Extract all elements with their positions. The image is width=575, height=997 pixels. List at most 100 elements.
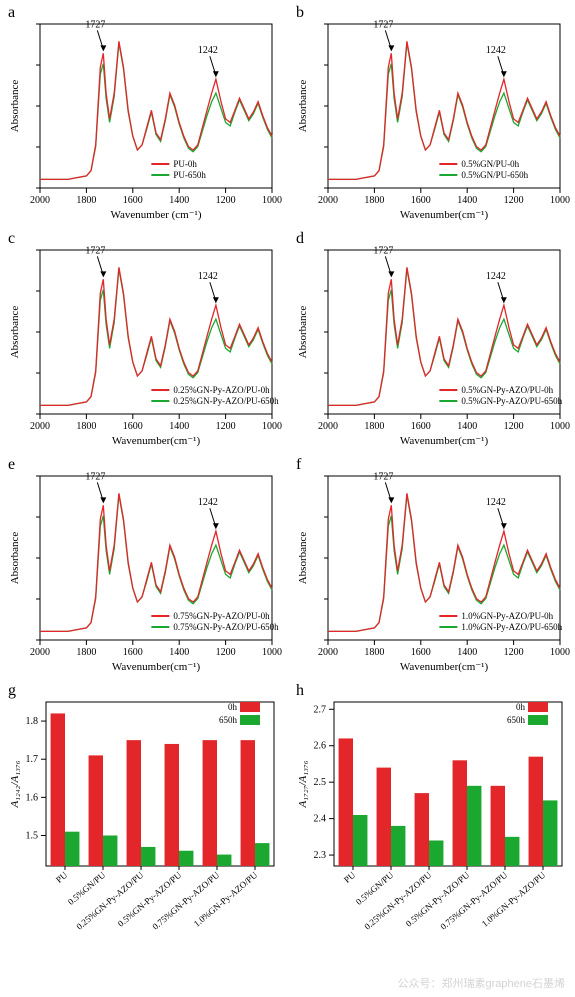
svg-text:1.5: 1.5 [26, 830, 39, 841]
svg-text:1.6: 1.6 [26, 792, 39, 803]
annotation-label: 1727 [373, 471, 393, 482]
panel-label: f [296, 456, 301, 474]
spectrum-svg: 200018001600140012001000Wavenumber(cm⁻¹)… [294, 456, 570, 676]
legend-item: 650h [219, 715, 238, 725]
svg-text:1.7: 1.7 [26, 754, 39, 765]
spectrum-svg: 200018001600140012001000Wavenumber(cm⁻¹)… [294, 230, 570, 450]
legend-item: 0.5%GN-Py-AZO/PU-0h [461, 385, 553, 395]
legend-item: 1.0%GN-Py-AZO/PU-650h [461, 622, 562, 632]
panel-label: e [8, 456, 15, 474]
spectrum-svg: 200018001600140012001000Wavenumber (cm⁻¹… [6, 4, 282, 224]
y-axis-label: Absorbance [297, 532, 309, 585]
category-label: 0.75%GN-Py-AZO/PU [438, 870, 509, 932]
y-axis-label: A₁₂₄₂/A₁₃₇₆ [9, 760, 21, 808]
spectrum-panel-a: a200018001600140012001000Wavenumber (cm⁻… [0, 0, 288, 226]
annotation-label: 1727 [373, 245, 393, 256]
y-axis-label: Absorbance [297, 80, 309, 133]
svg-text:1400: 1400 [457, 421, 477, 432]
legend-item: PU-650h [173, 170, 206, 180]
svg-text:1000: 1000 [262, 647, 282, 658]
legend-item: 0.5%GN/PU-650h [461, 170, 528, 180]
svg-text:1200: 1200 [504, 647, 524, 658]
svg-text:2000: 2000 [30, 647, 50, 658]
spectrum-svg: 200018001600140012001000Wavenumber(cm⁻¹)… [6, 230, 282, 450]
svg-text:1000: 1000 [550, 421, 570, 432]
legend-item: 0.75%GN-Py-AZO/PU-650h [173, 622, 279, 632]
panel-label: c [8, 230, 15, 248]
panel-label: g [8, 682, 16, 700]
svg-text:1600: 1600 [411, 647, 431, 658]
svg-text:1200: 1200 [216, 647, 236, 658]
x-axis-label: Wavenumber(cm⁻¹) [112, 661, 201, 673]
category-label: 0.5%GN-Py-AZO/PU [116, 870, 184, 929]
svg-text:2000: 2000 [318, 421, 338, 432]
bar-svg: 2.32.42.52.62.7A₁₇₂₇/A₁₃₇₆PU0.5%GN/PU0.2… [294, 682, 570, 950]
bar-0h [491, 786, 505, 866]
annotation-label: 1242 [198, 45, 218, 56]
legend-item: 0.25%GN-Py-AZO/PU-0h [173, 385, 270, 395]
bar-650h [179, 851, 193, 866]
x-axis-label: Wavenumber(cm⁻¹) [400, 435, 489, 447]
bar-0h [415, 793, 429, 866]
panel-label: d [296, 230, 304, 248]
bar-0h [241, 740, 255, 866]
svg-text:2.4: 2.4 [314, 814, 327, 825]
svg-text:2000: 2000 [318, 647, 338, 658]
svg-text:1000: 1000 [550, 647, 570, 658]
x-axis-label: Wavenumber(cm⁻¹) [400, 209, 489, 221]
bar-650h [255, 843, 269, 866]
bar-650h [103, 835, 117, 866]
panel-label: a [8, 4, 15, 22]
y-axis-label: Absorbance [9, 306, 21, 359]
svg-text:1200: 1200 [504, 195, 524, 206]
svg-text:1600: 1600 [123, 195, 143, 206]
legend-item: 1.0%GN-Py-AZO/PU-0h [461, 611, 553, 621]
annotation-label: 1242 [198, 497, 218, 508]
svg-text:1800: 1800 [364, 195, 384, 206]
x-axis-label: Wavenumber(cm⁻¹) [112, 435, 201, 447]
panel-label: h [296, 682, 304, 700]
svg-text:1400: 1400 [457, 195, 477, 206]
annotation-label: 1727 [85, 471, 105, 482]
legend-item: 650h [507, 715, 526, 725]
bar-650h [505, 837, 519, 866]
legend-item: 0h [516, 702, 526, 712]
panel-label: b [296, 4, 304, 22]
svg-text:2.6: 2.6 [314, 741, 327, 752]
bar-650h [543, 800, 557, 866]
bar-0h [89, 755, 103, 866]
annotation-label: 1242 [486, 271, 506, 282]
svg-text:1000: 1000 [550, 195, 570, 206]
bar-0h [377, 768, 391, 866]
svg-text:1000: 1000 [262, 195, 282, 206]
legend-item: 0.5%GN/PU-0h [461, 159, 519, 169]
spectrum-panel-d: d200018001600140012001000Wavenumber(cm⁻¹… [288, 226, 575, 452]
svg-text:1800: 1800 [76, 647, 96, 658]
watermark: 公众号：郑州瑞素graphene石墨烯 [398, 975, 566, 991]
bar-650h [353, 815, 367, 866]
svg-text:1600: 1600 [123, 421, 143, 432]
bar-650h [65, 832, 79, 866]
annotation-label: 1727 [85, 245, 105, 256]
y-axis-label: Absorbance [9, 532, 21, 585]
bar-0h [339, 738, 353, 866]
spectrum-panel-b: b200018001600140012001000Wavenumber(cm⁻¹… [288, 0, 575, 226]
bar-0h [529, 757, 543, 866]
svg-text:1800: 1800 [76, 421, 96, 432]
series-0h [40, 41, 272, 179]
svg-text:1200: 1200 [504, 421, 524, 432]
bar-svg: 1.51.61.71.8A₁₂₄₂/A₁₃₇₆PU0.5%GN/PU0.25%G… [6, 682, 282, 950]
bar-panel-g: g1.51.61.71.8A₁₂₄₂/A₁₃₇₆PU0.5%GN/PU0.25%… [0, 678, 288, 952]
category-label: 0.25%GN-Py-AZO/PU [362, 870, 433, 932]
bar-0h [453, 760, 467, 866]
bar-0h [203, 740, 217, 866]
category-label: 0.5%GN-Py-AZO/PU [404, 870, 472, 929]
bar-650h [391, 826, 405, 866]
category-label: 1.0%GN-Py-AZO/PU [192, 870, 260, 929]
y-axis-label: A₁₇₂₇/A₁₃₇₆ [297, 760, 309, 808]
bar-650h [429, 840, 443, 866]
bar-0h [165, 744, 179, 866]
svg-text:1200: 1200 [216, 195, 236, 206]
svg-text:1200: 1200 [216, 421, 236, 432]
annotation-label: 1242 [486, 497, 506, 508]
